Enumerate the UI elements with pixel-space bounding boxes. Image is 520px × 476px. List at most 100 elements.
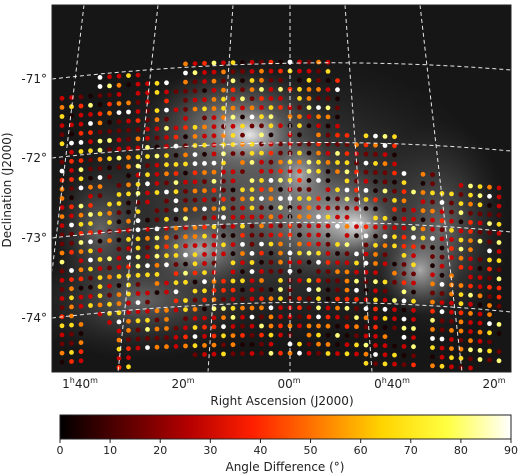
data-marker <box>240 251 245 256</box>
data-marker <box>116 328 122 334</box>
data-marker <box>306 105 312 110</box>
data-marker <box>278 287 283 292</box>
data-marker <box>116 128 122 134</box>
data-marker <box>240 169 245 175</box>
data-marker <box>458 346 464 352</box>
data-marker <box>477 302 483 308</box>
data-marker <box>325 69 331 74</box>
data-marker <box>164 116 169 122</box>
data-marker <box>221 78 226 84</box>
data-marker <box>468 201 473 207</box>
data-marker <box>439 345 445 351</box>
data-marker <box>183 125 188 130</box>
data-marker <box>278 314 283 320</box>
data-marker <box>240 60 245 65</box>
data-marker <box>297 278 302 283</box>
data-marker <box>116 283 122 288</box>
data-marker <box>363 160 369 166</box>
data-marker <box>468 347 473 353</box>
data-marker <box>278 77 283 83</box>
data-marker <box>88 221 93 227</box>
data-marker <box>59 287 65 292</box>
data-marker <box>373 142 378 148</box>
data-marker <box>354 315 359 320</box>
data-marker <box>477 220 483 226</box>
data-marker <box>97 120 103 126</box>
data-marker <box>382 261 388 267</box>
data-marker <box>430 345 435 350</box>
data-marker <box>59 296 65 301</box>
data-marker <box>88 148 93 154</box>
data-marker <box>164 344 169 350</box>
data-marker <box>164 307 169 313</box>
data-marker <box>439 245 445 251</box>
colorbar-tick-label: 80 <box>454 444 468 457</box>
data-marker <box>183 61 188 67</box>
data-marker <box>278 278 283 283</box>
data-marker <box>316 332 321 338</box>
data-marker <box>183 79 188 85</box>
data-marker <box>116 210 122 216</box>
data-marker <box>487 221 492 227</box>
data-marker <box>97 247 103 253</box>
data-marker <box>88 93 93 99</box>
data-marker <box>316 250 321 256</box>
data-marker <box>126 118 131 124</box>
data-marker <box>88 139 93 145</box>
data-marker <box>78 212 84 218</box>
data-marker <box>88 130 93 136</box>
data-marker <box>59 95 65 101</box>
data-marker <box>449 191 454 197</box>
data-marker <box>97 266 103 271</box>
data-marker <box>458 292 464 297</box>
data-marker <box>88 257 93 263</box>
data-marker <box>496 285 502 291</box>
data-marker <box>192 124 198 130</box>
data-marker <box>97 238 103 244</box>
data-marker <box>154 262 160 268</box>
colorbar: 0 10 20 30 40 50 60 70 80 90 Angle Difference (°) <box>57 414 518 474</box>
data-marker <box>183 88 188 94</box>
data-marker <box>382 134 388 139</box>
data-marker <box>97 93 103 98</box>
data-marker <box>173 289 179 295</box>
data-marker <box>297 150 302 156</box>
data-marker <box>69 186 74 192</box>
data-marker <box>211 315 217 321</box>
data-marker <box>382 188 388 194</box>
data-marker <box>411 298 416 304</box>
data-marker <box>268 259 274 265</box>
data-marker <box>259 123 264 129</box>
data-marker <box>173 89 179 94</box>
data-marker <box>249 105 255 111</box>
data-marker <box>325 150 331 156</box>
data-marker <box>401 353 407 358</box>
data-marker <box>373 361 378 366</box>
data-marker <box>363 333 369 339</box>
data-marker <box>306 205 312 211</box>
data-marker <box>335 160 340 165</box>
data-marker <box>325 132 331 138</box>
data-marker <box>268 296 274 302</box>
data-marker <box>202 324 207 330</box>
data-marker <box>211 197 217 202</box>
data-marker <box>316 159 321 165</box>
data-marker <box>211 206 217 212</box>
data-marker <box>221 306 226 311</box>
data-marker <box>297 123 302 129</box>
data-marker <box>230 296 236 302</box>
data-marker <box>411 244 416 250</box>
data-marker <box>496 276 502 282</box>
data-marker <box>458 201 464 207</box>
data-marker <box>249 141 255 147</box>
data-marker <box>449 273 454 279</box>
data-marker <box>458 337 464 343</box>
data-marker <box>335 87 340 93</box>
data-marker <box>487 230 492 236</box>
data-marker <box>259 150 264 156</box>
data-marker <box>259 250 264 256</box>
data-marker <box>173 243 179 249</box>
data-marker <box>249 342 255 347</box>
map-frame <box>51 4 512 373</box>
data-marker <box>401 243 407 249</box>
